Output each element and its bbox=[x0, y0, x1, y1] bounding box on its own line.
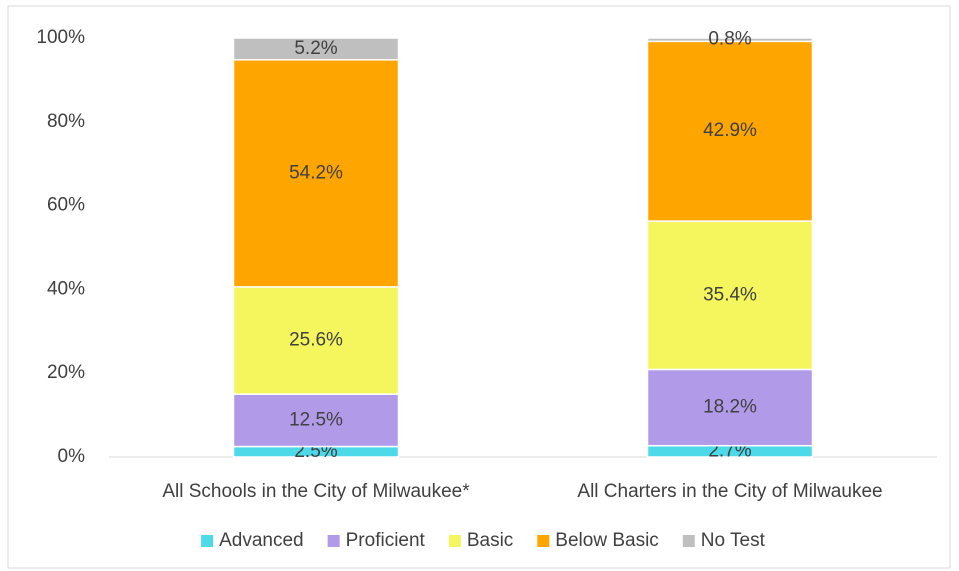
legend-label: Basic bbox=[467, 530, 513, 551]
data-label: 42.9% bbox=[703, 120, 757, 141]
data-label: 25.6% bbox=[289, 330, 343, 351]
legend-label: Below Basic bbox=[555, 530, 659, 551]
data-label: 18.2% bbox=[703, 397, 757, 418]
bar-segment bbox=[646, 368, 814, 447]
legend-label: No Test bbox=[701, 530, 766, 551]
legend-swatch bbox=[327, 535, 340, 547]
bar-segment bbox=[646, 40, 814, 222]
legend-swatch bbox=[537, 535, 550, 547]
bar-segment bbox=[232, 286, 400, 395]
y-tick-label: 0% bbox=[58, 446, 86, 467]
data-label: 12.5% bbox=[289, 409, 343, 430]
y-tick-label: 40% bbox=[47, 278, 85, 299]
legend-swatch bbox=[201, 535, 214, 547]
legend-swatch bbox=[682, 535, 695, 547]
y-tick-label: 100% bbox=[36, 27, 85, 48]
y-tick-label: 60% bbox=[47, 195, 85, 216]
bar-segment bbox=[646, 220, 814, 371]
data-label: 0.8% bbox=[708, 29, 751, 50]
legend-label: Proficient bbox=[346, 530, 426, 551]
bar-segment bbox=[646, 37, 814, 43]
legend-swatch bbox=[448, 535, 461, 547]
x-tick-label: All Schools in the City of Milwaukee* bbox=[162, 481, 470, 502]
data-label: 5.2% bbox=[294, 38, 337, 59]
bar-segment bbox=[232, 37, 400, 61]
x-tick-label: All Charters in the City of Milwaukee bbox=[577, 481, 882, 502]
y-tick-label: 80% bbox=[47, 111, 85, 132]
data-label: 54.2% bbox=[289, 162, 343, 183]
y-tick-label: 20% bbox=[47, 362, 85, 383]
data-label: 35.4% bbox=[703, 284, 757, 305]
legend-label: Advanced bbox=[219, 530, 304, 551]
bar-segment bbox=[232, 59, 400, 288]
